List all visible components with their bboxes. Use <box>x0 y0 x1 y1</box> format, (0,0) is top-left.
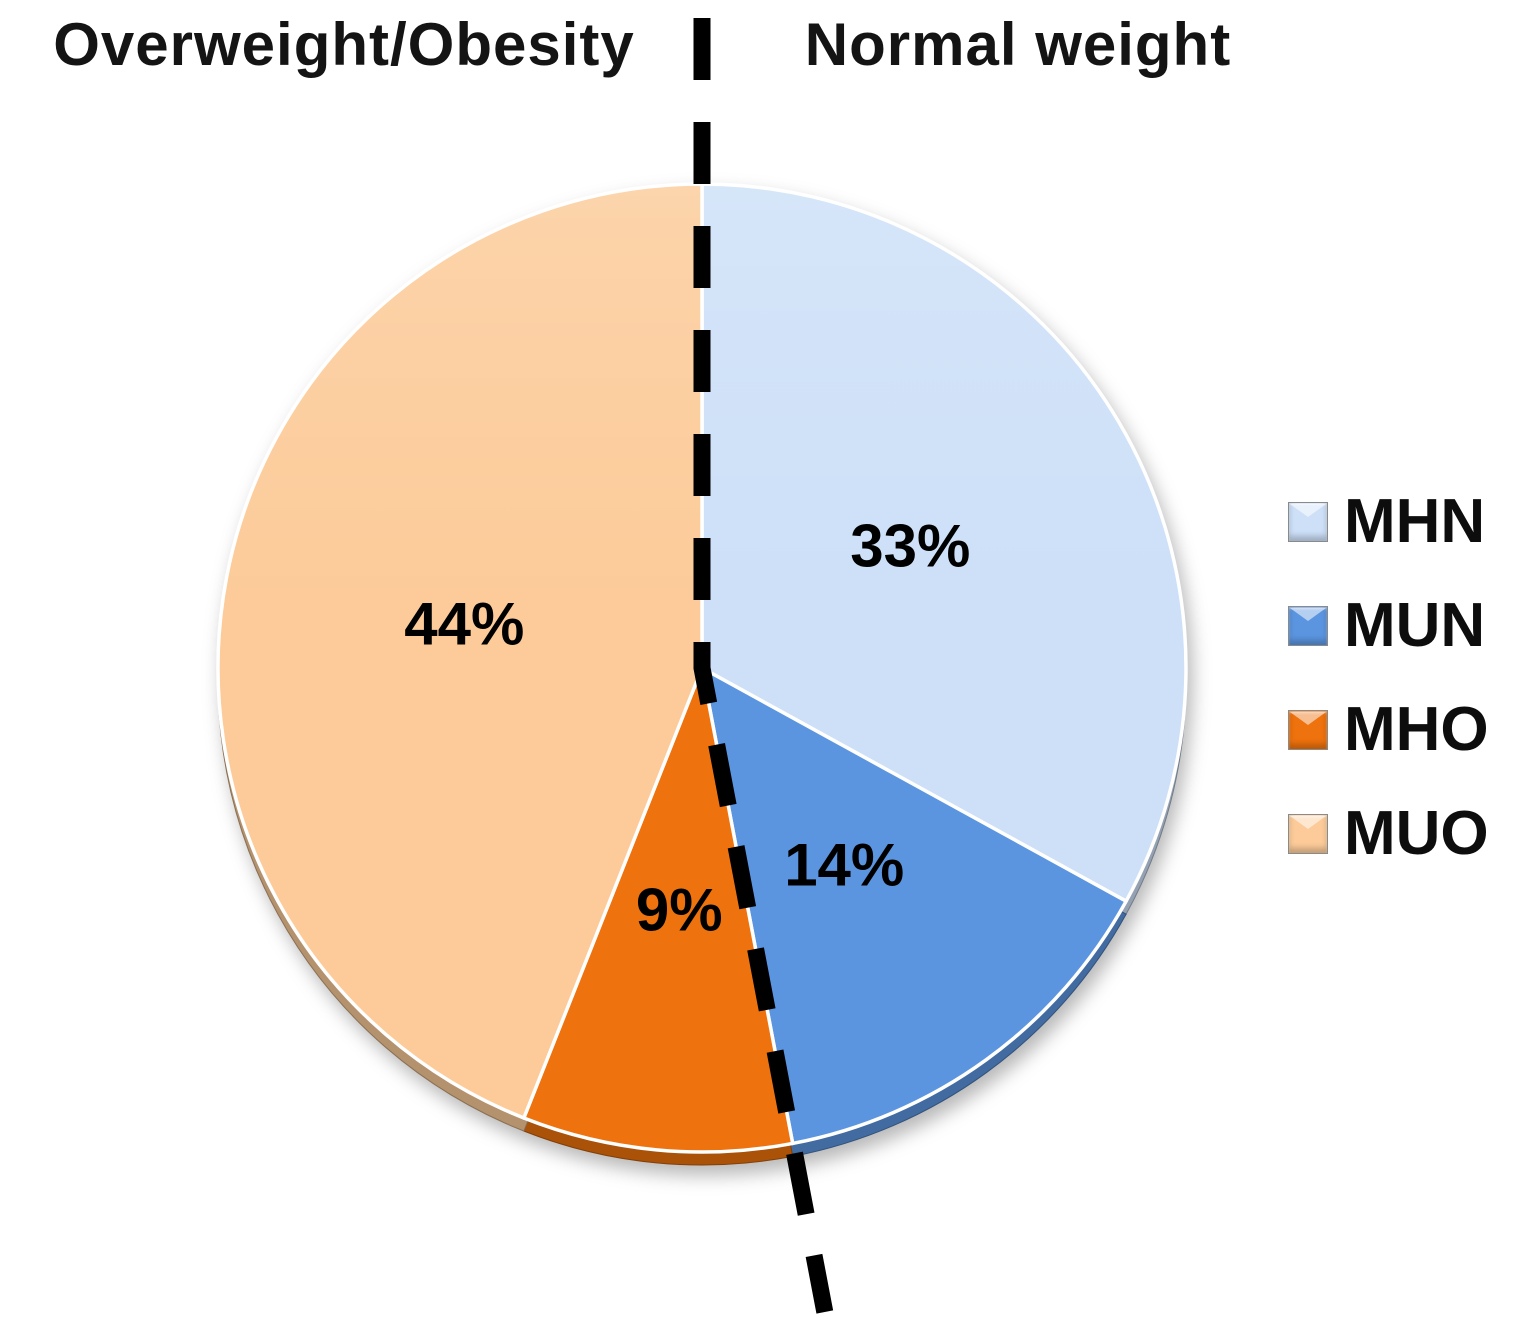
slice-value-labels: 33% 14% 9% 44% <box>404 512 970 943</box>
legend-swatch-mho <box>1288 710 1328 750</box>
legend-swatch-muo <box>1288 814 1328 854</box>
legend-item-mho: MHO <box>1288 695 1489 764</box>
legend-label-muo: MUO <box>1344 799 1489 868</box>
legend-item-muo: MUO <box>1288 799 1489 868</box>
legend-swatch-mun <box>1288 606 1328 646</box>
legend-item-mhn: MHN <box>1288 487 1489 556</box>
legend-label-mun: MUN <box>1344 591 1486 660</box>
legend-swatch-mhn <box>1288 502 1328 542</box>
legend-item-mun: MUN <box>1288 591 1489 660</box>
legend-label-mhn: MHN <box>1344 487 1486 556</box>
dashed-divider-line <box>693 18 834 1314</box>
group-label-normal-weight: Normal weight <box>804 11 1232 78</box>
legend: MHN MUN MHO MUO <box>1288 487 1489 908</box>
slice-value-label-mun: 14% <box>784 831 904 898</box>
slice-value-label-muo: 44% <box>404 590 524 657</box>
legend-label-mho: MHO <box>1344 695 1489 764</box>
slice-value-label-mho: 9% <box>636 877 723 944</box>
group-label-overweight-obesity: Overweight/Obesity <box>53 11 635 78</box>
slice-value-label-mhn: 33% <box>850 512 970 579</box>
